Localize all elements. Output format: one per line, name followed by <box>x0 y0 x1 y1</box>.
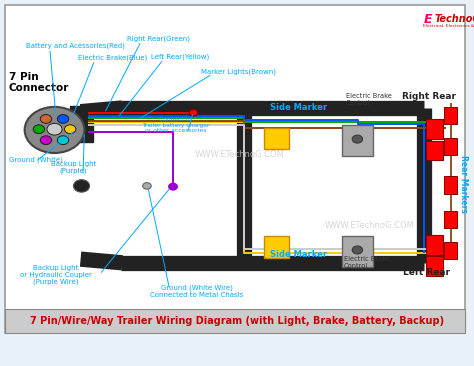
Text: Backup Light
(Purple): Backup Light (Purple) <box>51 161 96 174</box>
FancyBboxPatch shape <box>426 256 443 276</box>
Text: Right Rear: Right Rear <box>402 92 456 101</box>
Text: Ground (White): Ground (White) <box>9 156 64 163</box>
Text: 7 Pin
Connector: 7 Pin Connector <box>9 71 69 93</box>
FancyBboxPatch shape <box>426 141 443 160</box>
FancyBboxPatch shape <box>444 211 457 228</box>
Text: Ground (White Wire)
Connected to Metal Chasis: Ground (White Wire) Connected to Metal C… <box>150 285 243 298</box>
Circle shape <box>40 136 52 145</box>
Text: E: E <box>424 12 433 26</box>
Text: Side Marker: Side Marker <box>270 103 328 112</box>
Text: Left Rear: Left Rear <box>403 268 450 277</box>
Text: 7 Pin/Wire/Way Trailer Wiring Diagram (with Light, Brake, Battery, Backup): 7 Pin/Wire/Way Trailer Wiring Diagram (w… <box>30 316 444 326</box>
Circle shape <box>143 183 151 189</box>
FancyBboxPatch shape <box>264 236 289 258</box>
FancyBboxPatch shape <box>342 125 373 156</box>
Text: Electrical, Electronics & Technology: Electrical, Electronics & Technology <box>423 25 474 28</box>
Circle shape <box>169 183 177 190</box>
Circle shape <box>33 125 45 134</box>
Text: WWW.ETechnoG.COM: WWW.ETechnoG.COM <box>325 221 415 229</box>
Text: Left Rear(Yellow): Left Rear(Yellow) <box>151 53 209 60</box>
FancyBboxPatch shape <box>444 242 457 259</box>
Text: Marker Lights(Brown): Marker Lights(Brown) <box>201 68 276 75</box>
Circle shape <box>47 123 62 135</box>
Circle shape <box>189 109 198 116</box>
FancyBboxPatch shape <box>264 128 289 149</box>
Text: Electric Brake(Blue): Electric Brake(Blue) <box>78 54 147 61</box>
Text: Connect to
Trailer battery charger
or other accessories: Connect to Trailer battery charger or ot… <box>142 117 209 134</box>
Text: Side Marker: Side Marker <box>270 250 328 259</box>
Text: Electric Brake
Control: Electric Brake Control <box>344 256 390 269</box>
Circle shape <box>352 246 363 254</box>
FancyBboxPatch shape <box>426 235 443 255</box>
Bar <box>70 106 93 142</box>
Text: Battery and Acessories(Red): Battery and Acessories(Red) <box>26 42 125 49</box>
Text: TechnoG: TechnoG <box>435 14 474 24</box>
FancyBboxPatch shape <box>5 5 465 333</box>
Bar <box>5 309 465 333</box>
FancyBboxPatch shape <box>444 138 457 155</box>
Circle shape <box>25 107 84 153</box>
FancyBboxPatch shape <box>342 236 373 267</box>
FancyBboxPatch shape <box>426 119 443 139</box>
Text: Backup Light
or Hydraulic Coupler
(Purple Wire): Backup Light or Hydraulic Coupler (Purpl… <box>20 265 92 285</box>
Circle shape <box>57 115 69 123</box>
Text: Right Rear(Green): Right Rear(Green) <box>127 35 190 42</box>
Circle shape <box>57 136 69 145</box>
Circle shape <box>352 135 363 143</box>
Text: WWW.ETechnoG.COM: WWW.ETechnoG.COM <box>194 150 284 159</box>
Circle shape <box>40 115 52 123</box>
FancyBboxPatch shape <box>444 176 457 194</box>
Circle shape <box>64 125 76 134</box>
Text: Rear Markers: Rear Markers <box>459 155 468 213</box>
Text: Electric Brake
Control: Electric Brake Control <box>346 93 392 107</box>
FancyBboxPatch shape <box>444 107 457 124</box>
Circle shape <box>73 180 90 192</box>
